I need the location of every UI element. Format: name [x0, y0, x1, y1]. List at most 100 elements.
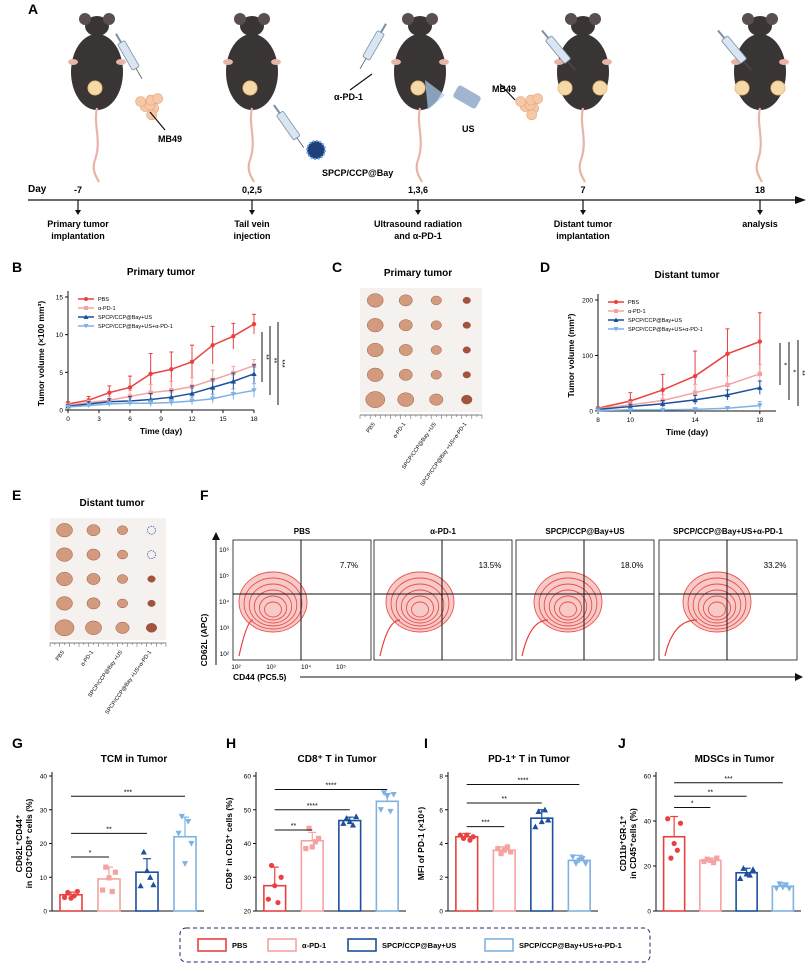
data-point	[309, 844, 315, 850]
syringe-plunger	[717, 29, 726, 39]
tumor-photo	[430, 295, 442, 306]
legend-swatch	[347, 938, 377, 952]
tumor-photo	[54, 619, 75, 637]
syringe-icon	[717, 29, 752, 71]
data-point	[278, 874, 284, 880]
x-arrowhead	[795, 673, 803, 681]
data-point	[168, 400, 175, 406]
significance-label: *	[691, 801, 694, 808]
data-point	[143, 867, 151, 874]
series-line	[67, 373, 255, 407]
quadrant-percent: 7.7%	[340, 561, 358, 570]
tumor-cell-cluster	[135, 93, 164, 121]
data-point	[498, 851, 504, 857]
photo-group-label: SPCP/CCP@Bay +US	[401, 421, 438, 470]
data-point	[380, 790, 388, 796]
data-point	[189, 390, 195, 396]
syringe-plunger	[380, 23, 387, 33]
tumor-photo	[462, 346, 471, 354]
mouse-head	[85, 16, 109, 36]
data-point	[387, 808, 394, 815]
timeline-desc-line1: Tail vein	[234, 219, 269, 229]
data-point	[467, 837, 473, 843]
tumor-photo	[365, 391, 385, 408]
timeline-arrowhead-small	[580, 210, 586, 215]
data-point	[776, 881, 783, 888]
data-point	[340, 820, 347, 826]
y-tick-label: 20	[644, 864, 652, 871]
data-point	[614, 300, 618, 304]
mouse-tail	[578, 107, 586, 183]
data-point	[460, 835, 467, 842]
legend-label: SPCP/CCP@Bay+US	[382, 941, 456, 950]
timeline-desc-line1: Primary tumor	[47, 219, 109, 229]
x-tick-label: 3	[97, 416, 101, 423]
y-axis-label: CD8⁺ in CD3⁺ cells (%)	[224, 797, 234, 889]
density-contour	[400, 589, 440, 624]
x-tick-label: 18	[756, 417, 764, 424]
data-point	[65, 404, 71, 410]
bottom-legend: PBS α-PD-1 SPCP/CCP@Bay+US SPCP/CCP@Bay+US+…	[179, 927, 651, 963]
syringe-icon	[115, 33, 143, 79]
data-point	[231, 333, 236, 339]
tumor-site	[87, 80, 103, 96]
density-contour	[538, 577, 598, 630]
y-tick-label: 30	[244, 875, 252, 882]
syringe-needle	[135, 68, 143, 79]
data-point	[746, 871, 753, 878]
density-contour	[395, 583, 445, 627]
tumor-cell	[515, 96, 526, 107]
density-contour	[248, 583, 298, 627]
timeline-desc-line1: Distant tumor	[554, 219, 613, 229]
flow-plot-3: SPCP/CCP@Bay+US 18.0%	[515, 527, 655, 661]
timeline-arrowhead-small	[249, 210, 255, 215]
timeline-desc-line2: implantation	[556, 231, 610, 241]
panel-label-c: C	[332, 259, 342, 275]
data-point	[692, 397, 698, 403]
flow-x-tick: 10⁵	[336, 664, 346, 671]
significance-label: **	[708, 789, 714, 796]
nanoparticle-icon	[306, 140, 326, 160]
y-axis-label-line2: in CD3⁺CD8⁺ cells (%)	[24, 798, 34, 888]
data-point	[303, 845, 309, 852]
tumor-photo	[56, 571, 73, 587]
x-tick-label: 12	[188, 416, 196, 423]
mouse-head	[748, 16, 772, 36]
data-point	[83, 324, 89, 329]
syringe-needle	[359, 58, 367, 69]
data-point	[576, 857, 583, 864]
timeline-day-label: 1,3,6	[408, 185, 428, 195]
series-line	[67, 323, 255, 405]
chart-title: CD8⁺ T in Tumor	[298, 754, 377, 765]
timeline-desc-line2: injection	[233, 231, 270, 241]
y-axis-label: Tumor volume (×100 mm³)	[36, 301, 46, 407]
data-point	[168, 394, 175, 400]
timeline: Day -7 Primary tumor implantation 0,2,5 Tail…	[28, 184, 806, 241]
y-tick-label: 20	[244, 909, 252, 916]
flow-y-tick: 10⁴	[219, 599, 229, 606]
data-point	[106, 875, 112, 881]
mouse-ear	[589, 13, 601, 25]
legend-swatch	[267, 938, 297, 952]
tumor-photo	[367, 342, 384, 358]
panel-label-i: I	[424, 735, 428, 751]
timeline-day-label: 18	[755, 185, 765, 195]
mouse-4	[554, 13, 612, 183]
data-point	[106, 401, 113, 407]
density-contour	[559, 601, 577, 618]
data-point	[150, 881, 157, 888]
data-point	[353, 813, 360, 820]
tumor-photo	[145, 623, 158, 633]
syringe-needle	[296, 137, 305, 148]
syringe-icon	[359, 23, 387, 69]
data-point	[316, 835, 322, 842]
data-point	[74, 888, 80, 895]
tumor-cell	[135, 96, 146, 107]
data-point	[704, 856, 710, 862]
legend-swatch	[197, 938, 227, 952]
timeline-day-label: 0,2,5	[242, 185, 262, 195]
density-contour	[390, 577, 450, 630]
data-point	[627, 403, 634, 409]
